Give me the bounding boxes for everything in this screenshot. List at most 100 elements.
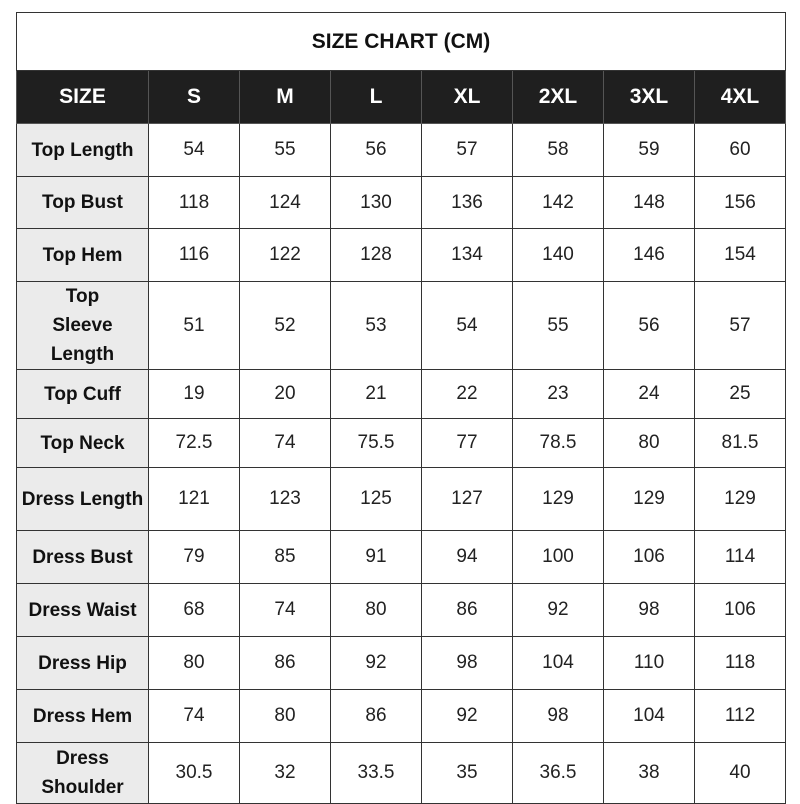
row-label: Top Hem (16, 228, 149, 282)
cell-value: 22 (421, 369, 513, 419)
table-row: Dress Hip 80 86 92 98 104 110 118 (16, 636, 786, 690)
table-row: Dress Waist 68 74 80 86 92 98 106 (16, 583, 786, 637)
cell-value: 57 (694, 281, 786, 370)
cell-value: 33.5 (330, 742, 422, 804)
cell-value: 40 (694, 742, 786, 804)
cell-value: 104 (512, 636, 604, 690)
chart-title: SIZE CHART (CM) (16, 12, 786, 71)
header-row: SIZE S M L XL 2XL 3XL 4XL (16, 70, 786, 124)
table-row: Top Neck 72.5 74 75.5 77 78.5 80 81.5 (16, 418, 786, 468)
cell-value: 54 (421, 281, 513, 370)
row-label: Dress Hip (16, 636, 149, 690)
cell-value: 116 (148, 228, 240, 282)
table-row: Top Sleeve Length 51 52 53 54 55 56 57 (16, 281, 786, 370)
header-size-4xl: 4XL (694, 70, 786, 124)
row-label: Dress Shoulder (16, 742, 149, 804)
cell-value: 125 (330, 467, 422, 531)
cell-value: 92 (330, 636, 422, 690)
cell-value: 118 (694, 636, 786, 690)
cell-value: 80 (148, 636, 240, 690)
header-size-xl: XL (421, 70, 513, 124)
cell-value: 23 (512, 369, 604, 419)
cell-value: 32 (239, 742, 331, 804)
cell-value: 60 (694, 123, 786, 177)
row-label: Top Length (16, 123, 149, 177)
cell-value: 59 (603, 123, 695, 177)
cell-value: 98 (512, 689, 604, 743)
header-size-2xl: 2XL (512, 70, 604, 124)
cell-value: 92 (512, 583, 604, 637)
row-label: Dress Waist (16, 583, 149, 637)
cell-value: 85 (239, 530, 331, 584)
cell-value: 74 (148, 689, 240, 743)
cell-value: 106 (603, 530, 695, 584)
cell-value: 56 (603, 281, 695, 370)
cell-value: 79 (148, 530, 240, 584)
cell-value: 56 (330, 123, 422, 177)
row-label: Top Bust (16, 176, 149, 229)
cell-value: 154 (694, 228, 786, 282)
cell-value: 25 (694, 369, 786, 419)
cell-value: 80 (239, 689, 331, 743)
cell-value: 129 (694, 467, 786, 531)
cell-value: 36.5 (512, 742, 604, 804)
table-row: Top Hem 116 122 128 134 140 146 154 (16, 228, 786, 282)
cell-value: 80 (330, 583, 422, 637)
cell-value: 24 (603, 369, 695, 419)
cell-value: 106 (694, 583, 786, 637)
cell-value: 74 (239, 418, 331, 468)
cell-value: 118 (148, 176, 240, 229)
cell-value: 80 (603, 418, 695, 468)
cell-value: 91 (330, 530, 422, 584)
cell-value: 110 (603, 636, 695, 690)
cell-value: 114 (694, 530, 786, 584)
cell-value: 72.5 (148, 418, 240, 468)
cell-value: 58 (512, 123, 604, 177)
cell-value: 128 (330, 228, 422, 282)
row-label: Dress Bust (16, 530, 149, 584)
row-label: Top Neck (16, 418, 149, 468)
header-size: SIZE (16, 70, 149, 124)
cell-value: 57 (421, 123, 513, 177)
size-chart-table: SIZE CHART (CM) SIZE S M L XL 2XL 3XL 4XL Top L… (16, 12, 786, 804)
cell-value: 81.5 (694, 418, 786, 468)
table-row: Dress Length 121 123 125 127 129 129 129 (16, 467, 786, 531)
cell-value: 55 (239, 123, 331, 177)
cell-value: 140 (512, 228, 604, 282)
cell-value: 38 (603, 742, 695, 804)
cell-value: 78.5 (512, 418, 604, 468)
cell-value: 98 (603, 583, 695, 637)
cell-value: 75.5 (330, 418, 422, 468)
cell-value: 53 (330, 281, 422, 370)
cell-value: 130 (330, 176, 422, 229)
cell-value: 20 (239, 369, 331, 419)
cell-value: 30.5 (148, 742, 240, 804)
cell-value: 94 (421, 530, 513, 584)
header-size-3xl: 3XL (603, 70, 695, 124)
header-size-m: M (239, 70, 331, 124)
cell-value: 92 (421, 689, 513, 743)
row-label: Top Cuff (16, 369, 149, 419)
cell-value: 124 (239, 176, 331, 229)
cell-value: 123 (239, 467, 331, 531)
row-label: Top Sleeve Length (16, 281, 149, 370)
table-row: Top Bust 118 124 130 136 142 148 156 (16, 176, 786, 229)
cell-value: 77 (421, 418, 513, 468)
cell-value: 51 (148, 281, 240, 370)
table-row: Dress Hem 74 80 86 92 98 104 112 (16, 689, 786, 743)
cell-value: 86 (239, 636, 331, 690)
table-row: Top Cuff 19 20 21 22 23 24 25 (16, 369, 786, 419)
cell-value: 122 (239, 228, 331, 282)
cell-value: 98 (421, 636, 513, 690)
cell-value: 35 (421, 742, 513, 804)
cell-value: 148 (603, 176, 695, 229)
cell-value: 19 (148, 369, 240, 419)
cell-value: 156 (694, 176, 786, 229)
header-size-s: S (148, 70, 240, 124)
cell-value: 86 (330, 689, 422, 743)
cell-value: 52 (239, 281, 331, 370)
table-row: Dress Bust 79 85 91 94 100 106 114 (16, 530, 786, 584)
table-row: Top Length 54 55 56 57 58 59 60 (16, 123, 786, 177)
cell-value: 129 (603, 467, 695, 531)
header-size-l: L (330, 70, 422, 124)
